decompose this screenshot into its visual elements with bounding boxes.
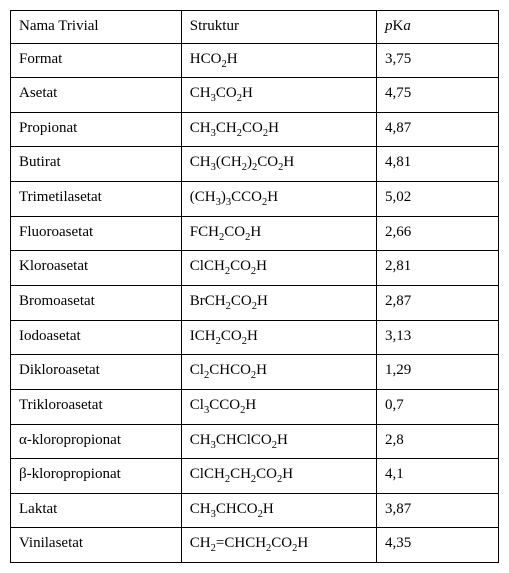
- cell-pka: 4,81: [376, 147, 498, 182]
- cell-pka: 3,13: [376, 320, 498, 355]
- cell-name: Format: [11, 43, 182, 78]
- table-row: BromoasetatBrCH2CO2H2,87: [11, 285, 499, 320]
- table-row: β-kloropropionatClCH2CH2CO2H4,1: [11, 459, 499, 494]
- table-row: Trimetilasetat(CH3)3CCO2H5,02: [11, 182, 499, 217]
- cell-pka: 3,87: [376, 493, 498, 528]
- cell-pka: 2,81: [376, 251, 498, 286]
- cell-name: Vinilasetat: [11, 528, 182, 563]
- table-row: VinilasetatCH2=CHCH2CO2H4,35: [11, 528, 499, 563]
- cell-struct: Cl3CCO2H: [181, 389, 376, 424]
- table-row: IodoasetatICH2CO2H3,13: [11, 320, 499, 355]
- cell-struct: CH3CHCO2H: [181, 493, 376, 528]
- table-row: TrikloroasetatCl3CCO2H0,7: [11, 389, 499, 424]
- cell-struct: ICH2CO2H: [181, 320, 376, 355]
- cell-name: Laktat: [11, 493, 182, 528]
- cell-pka: 2,8: [376, 424, 498, 459]
- cell-name: Dikloroasetat: [11, 355, 182, 390]
- pka-table: Nama Trivial Struktur pKa FormatHCO2H3,7…: [10, 10, 499, 563]
- cell-name: Fluoroasetat: [11, 216, 182, 251]
- cell-pka: 1,29: [376, 355, 498, 390]
- cell-name: Iodoasetat: [11, 320, 182, 355]
- table-row: LaktatCH3CHCO2H3,87: [11, 493, 499, 528]
- table-row: α-kloropropionatCH3CHClCO2H2,8: [11, 424, 499, 459]
- cell-name: Trikloroasetat: [11, 389, 182, 424]
- cell-name: α-kloropropionat: [11, 424, 182, 459]
- cell-struct: CH3CHClCO2H: [181, 424, 376, 459]
- cell-pka: 0,7: [376, 389, 498, 424]
- cell-pka: 4,87: [376, 112, 498, 147]
- cell-name: Asetat: [11, 78, 182, 113]
- cell-struct: FCH2CO2H: [181, 216, 376, 251]
- cell-pka: 5,02: [376, 182, 498, 217]
- cell-pka: 2,66: [376, 216, 498, 251]
- cell-struct: BrCH2CO2H: [181, 285, 376, 320]
- cell-pka: 4,1: [376, 459, 498, 494]
- cell-name: Bromoasetat: [11, 285, 182, 320]
- table-row: AsetatCH3CO2H4,75: [11, 78, 499, 113]
- cell-struct: ClCH2CH2CO2H: [181, 459, 376, 494]
- col-header-name: Nama Trivial: [11, 11, 182, 44]
- cell-name: Butirat: [11, 147, 182, 182]
- table-row: DikloroasetatCl2CHCO2H1,29: [11, 355, 499, 390]
- cell-pka: 4,75: [376, 78, 498, 113]
- cell-name: Propionat: [11, 112, 182, 147]
- table-row: KloroasetatClCH2CO2H2,81: [11, 251, 499, 286]
- col-header-struct: Struktur: [181, 11, 376, 44]
- cell-struct: ClCH2CO2H: [181, 251, 376, 286]
- cell-name: β-kloropropionat: [11, 459, 182, 494]
- cell-struct: CH3(CH2)2CO2H: [181, 147, 376, 182]
- cell-struct: Cl2CHCO2H: [181, 355, 376, 390]
- table-row: FluoroasetatFCH2CO2H2,66: [11, 216, 499, 251]
- table-row: FormatHCO2H3,75: [11, 43, 499, 78]
- cell-struct: CH3CO2H: [181, 78, 376, 113]
- cell-pka: 2,87: [376, 285, 498, 320]
- cell-struct: (CH3)3CCO2H: [181, 182, 376, 217]
- cell-pka: 3,75: [376, 43, 498, 78]
- col-header-pka: pKa: [376, 11, 498, 44]
- cell-name: Kloroasetat: [11, 251, 182, 286]
- cell-struct: CH3CH2CO2H: [181, 112, 376, 147]
- table-header-row: Nama Trivial Struktur pKa: [11, 11, 499, 44]
- table-body: Nama Trivial Struktur pKa FormatHCO2H3,7…: [11, 11, 499, 563]
- table-row: PropionatCH3CH2CO2H4,87: [11, 112, 499, 147]
- cell-struct: CH2=CHCH2CO2H: [181, 528, 376, 563]
- table-row: ButiratCH3(CH2)2CO2H4,81: [11, 147, 499, 182]
- cell-pka: 4,35: [376, 528, 498, 563]
- cell-struct: HCO2H: [181, 43, 376, 78]
- cell-name: Trimetilasetat: [11, 182, 182, 217]
